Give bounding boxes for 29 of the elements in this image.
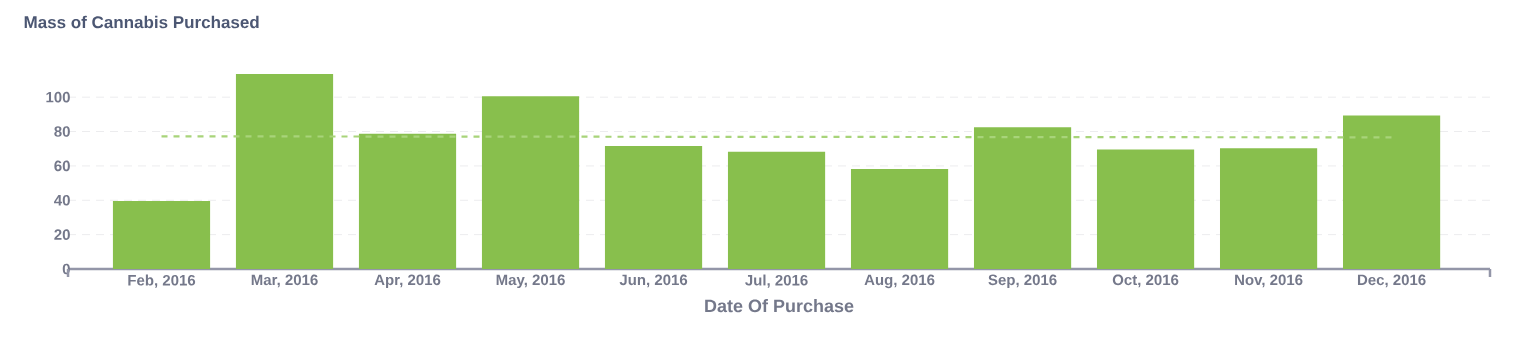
x-tick-label: Mar, 2016	[251, 274, 318, 288]
bar	[1342, 115, 1441, 269]
y-tick-label: 20	[54, 229, 70, 240]
y-tick-label: 80	[54, 126, 70, 137]
x-tick-label: Jun, 2016	[619, 274, 688, 288]
x-axis-title: Date Of Purchase	[705, 299, 854, 313]
y-tick-label: 60	[54, 160, 70, 172]
y-tick-label: 100	[46, 91, 70, 103]
bar	[358, 133, 457, 269]
bar	[973, 127, 1072, 269]
bar	[727, 151, 826, 269]
x-tick-label: Jul, 2016	[745, 274, 808, 288]
bar	[112, 200, 211, 269]
bar	[481, 96, 580, 269]
bar	[850, 169, 949, 269]
x-tick-label: Aug, 2016	[864, 274, 935, 289]
x-tick-label: Oct, 2016	[1112, 274, 1179, 288]
bar	[604, 145, 703, 269]
y-tick-label: 40	[54, 194, 70, 206]
bar	[235, 73, 334, 269]
x-tick-label: Sep, 2016	[988, 274, 1057, 289]
bar	[1096, 149, 1195, 269]
x-tick-label: Apr, 2016	[374, 274, 441, 289]
chart-title: Mass of Cannabis Purchased	[24, 15, 259, 29]
x-tick-label: May, 2016	[496, 274, 565, 289]
x-tick-label: Feb, 2016	[128, 274, 196, 288]
x-tick-label: Nov, 2016	[1235, 274, 1303, 288]
x-tick-label: Dec, 2016	[1357, 274, 1426, 288]
bar	[1219, 148, 1318, 269]
